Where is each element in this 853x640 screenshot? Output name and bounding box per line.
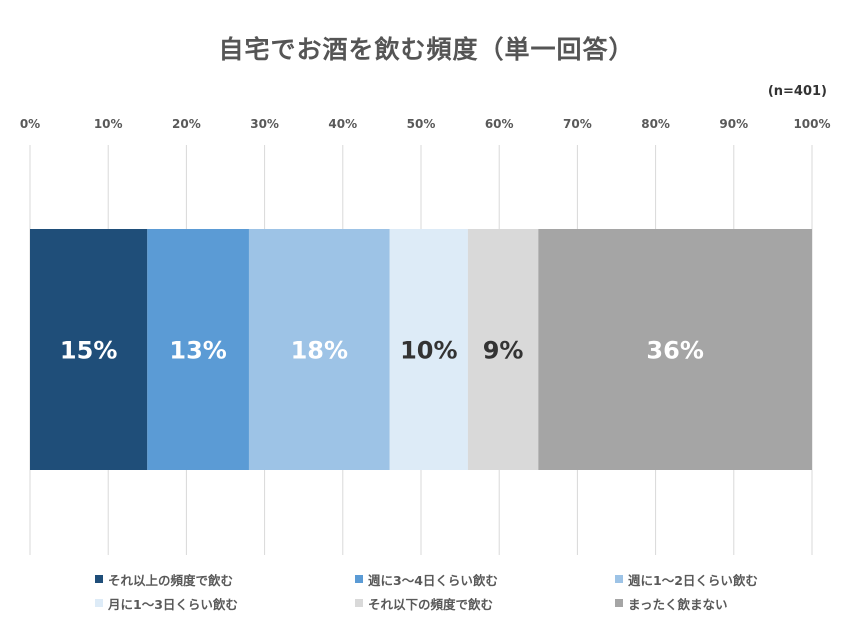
bar-segment	[147, 229, 249, 470]
legend-swatch	[355, 575, 363, 583]
data-label: 9%	[483, 337, 524, 365]
x-tick-label: 50%	[407, 117, 436, 131]
legend-swatch	[95, 575, 103, 583]
x-tick-label: 100%	[793, 117, 830, 131]
data-label: 15%	[60, 337, 117, 365]
legend-item: まったく飲まない	[615, 594, 815, 612]
legend-label: 月に1〜3日くらい飲む	[108, 596, 238, 612]
legend-item: 週に3〜4日くらい飲む	[355, 570, 615, 588]
x-tick-label: 60%	[485, 117, 514, 131]
legend-label: 週に1〜2日くらい飲む	[628, 572, 758, 588]
x-tick-label: 80%	[641, 117, 670, 131]
chart-title: 自宅でお酒を飲む頻度（単一回答）	[218, 35, 635, 64]
x-tick-label: 0%	[20, 117, 40, 131]
legend-swatch	[615, 599, 623, 607]
chart-legend: それ以上の頻度で飲む 週に3〜4日くらい飲む 週に1〜2日くらい飲む月に1〜3日くら…	[95, 570, 815, 612]
chart-plot: 0% 10% 20% 30% 40% 50% 60% 70% 80% 90% 100% 15% 13% 1…	[20, 117, 831, 555]
legend-swatch	[355, 599, 363, 607]
legend-label: 週に3〜4日くらい飲む	[368, 572, 498, 588]
x-tick-label: 10%	[94, 117, 123, 131]
bar-segment	[389, 229, 468, 470]
legend-swatch	[615, 575, 623, 583]
x-tick-label: 20%	[172, 117, 201, 131]
bar-segment	[467, 229, 539, 470]
x-tick-label: 40%	[328, 117, 357, 131]
x-tick-label: 30%	[250, 117, 279, 131]
bar-segment	[538, 229, 812, 470]
legend-item: 週に1〜2日くらい飲む	[615, 570, 815, 588]
x-tick-label: 90%	[719, 117, 748, 131]
bar-segment	[248, 229, 390, 470]
legend-item: それ以下の頻度で飲む	[355, 594, 615, 612]
legend-item: 月に1〜3日くらい飲む	[95, 594, 355, 612]
bar-segment	[30, 229, 148, 470]
x-tick-label: 70%	[563, 117, 592, 131]
legend-label: それ以上の頻度で飲む	[108, 572, 234, 588]
legend-item: それ以上の頻度で飲む	[95, 570, 355, 588]
data-label: 10%	[400, 337, 457, 365]
data-label: 18%	[291, 337, 348, 365]
data-label: 13%	[169, 337, 226, 365]
data-label: 36%	[646, 337, 703, 365]
sample-size-note: (n=401)	[767, 84, 827, 99]
legend-swatch	[95, 599, 103, 607]
legend-label: まったく飲まない	[628, 596, 728, 612]
legend-label: それ以下の頻度で飲む	[368, 596, 494, 612]
